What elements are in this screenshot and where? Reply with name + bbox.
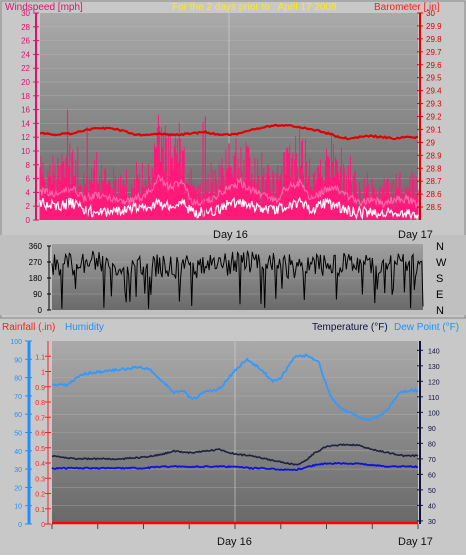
barometer-tick-label: 29.5 [426,74,442,83]
barometer-tick-label: 29.3 [426,100,442,109]
rainfall-tick-label: 1 [41,370,45,377]
temperature-tick-label: 60 [428,472,436,479]
windspeed-tick-label: 28 [21,23,30,32]
barometer-tick-label: 29.2 [426,113,442,122]
windspeed-tick-label: 18 [21,92,30,101]
barometer-tick-label: 28.7 [426,177,442,186]
temperature-axis-title: Temperature (°F) [312,322,388,333]
humidity-line [51,353,419,422]
temperature-line [51,443,419,466]
direction-tick-label: 180 [29,274,43,283]
compass-label-w: W [436,257,447,269]
compass-label-e: E [436,289,443,301]
temperature-tick-label: 70 [428,457,436,464]
windspeed-tick-label: 6 [26,175,31,184]
rainfall-tick-label: 0 [41,522,45,529]
wind-speed-average-line [39,173,419,209]
windspeed-tick-label: 2 [26,202,31,211]
temperature-tick-label: 80 [428,441,436,448]
windspeed-tick-label: 22 [21,64,30,73]
compass-label-n: N [436,305,444,317]
barometer-tick-label: 29.1 [426,125,442,134]
barometer-tick-label: 29.8 [426,35,442,44]
period-title: For the 2 days prior to : April 17 2008 [172,2,337,13]
barometer-tick-label: 30 [426,9,435,18]
windspeed-tick-label: 10 [21,147,30,156]
humidity-tick-label: 80 [14,376,22,383]
rainfall-tick-label: 0.5 [35,446,45,453]
rainfall-tick-label: 0.6 [35,431,45,438]
temperature-tick-label: 140 [428,348,440,355]
x-label-day16-bottom: Day 16 [217,536,252,548]
rainfall-tick-label: 0.9 [35,385,45,392]
series-layer [39,109,424,525]
x-label-day16: Day 16 [213,229,248,241]
temperature-tick-label: 40 [428,503,436,510]
temperature-tick-label: 90 [428,426,436,433]
rainfall-tick-label: 0.7 [35,415,45,422]
temperature-tick-label: 50 [428,488,436,495]
rainfall-axis-title: Rainfall (.in) [2,322,55,333]
humidity-tick-label: 40 [14,449,22,456]
temperature-tick-label: 30 [428,519,436,526]
windspeed-tick-label: 26 [21,37,30,46]
compass-label-s: S [436,273,443,285]
wind-direction-line [51,250,424,309]
direction-tick-label: 270 [29,258,43,267]
windspeed-axis-title: Windspeed [mph] [5,2,83,13]
barometer-tick-label: 29 [426,138,435,147]
windspeed-tick-label: 24 [21,50,30,59]
barometer-tick-label: 28.6 [426,190,442,199]
windspeed-tick-label: 4 [26,188,31,197]
temperature-tick-label: 120 [428,379,440,386]
barometer-tick-label: 29.4 [426,87,442,96]
windspeed-tick-label: 12 [21,133,30,142]
barometer-tick-label: 28.5 [426,203,442,212]
humidity-tick-label: 0 [18,522,22,529]
compass-label-n: N [436,241,444,253]
windspeed-tick-label: 0 [26,216,31,225]
barometer-line [39,123,419,141]
windspeed-tick-label: 14 [21,119,30,128]
direction-tick-label: 0 [38,306,43,315]
barometer-tick-label: 29.9 [426,22,442,31]
x-label-day17-bottom: Day 17 [398,536,433,548]
windspeed-tick-label: 8 [26,161,31,170]
rainfall-tick-label: 0.1 [35,507,45,514]
barometer-tick-label: 29.6 [426,61,442,70]
humidity-tick-label: 20 [14,485,22,492]
humidity-tick-label: 90 [14,357,22,364]
barometer-axis-title: Barometer [.in] [374,2,440,13]
direction-tick-label: 90 [33,290,42,299]
barometer-tick-label: 28.8 [426,164,442,173]
temperature-tick-label: 110 [428,395,439,402]
humidity-tick-label: 10 [14,504,22,511]
humidity-axis-title: Humidity [65,322,104,333]
temperature-tick-label: 100 [428,410,440,417]
direction-tick-label: 360 [29,242,43,251]
dew-point-line [51,462,419,471]
dew-point-axis-title: Dew Point (°F) [394,322,459,333]
x-label-day17: Day 17 [398,229,433,241]
humidity-tick-label: 70 [14,394,22,401]
rainfall-tick-label: 0.2 [35,492,45,499]
rainfall-tick-label: 0.4 [35,461,45,468]
windspeed-tick-label: 20 [21,78,30,87]
temperature-tick-label: 130 [428,364,440,371]
humidity-tick-label: 100 [10,339,22,346]
axis-layer: 02468101214161820222426283028.528.628.72… [10,9,447,548]
windspeed-tick-label: 16 [21,106,30,115]
humidity-tick-label: 30 [14,467,22,474]
wind-gust-line [39,196,419,221]
rainfall-tick-label: 0.8 [35,400,45,407]
barometer-tick-label: 28.9 [426,151,442,160]
rainfall-tick-label: 0.3 [35,476,45,483]
barometer-tick-label: 29.7 [426,48,442,57]
rainfall-tick-label: 1.1 [35,354,45,361]
humidity-tick-label: 50 [14,431,22,438]
humidity-tick-label: 60 [14,412,22,419]
windspeed-tick-label: 30 [21,9,30,18]
